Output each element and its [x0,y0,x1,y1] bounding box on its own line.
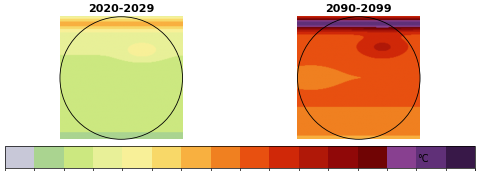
Title: 2020-2029: 2020-2029 [88,4,155,14]
Title: 2090-2099: 2090-2099 [325,4,392,14]
Text: °C: °C [418,154,429,164]
